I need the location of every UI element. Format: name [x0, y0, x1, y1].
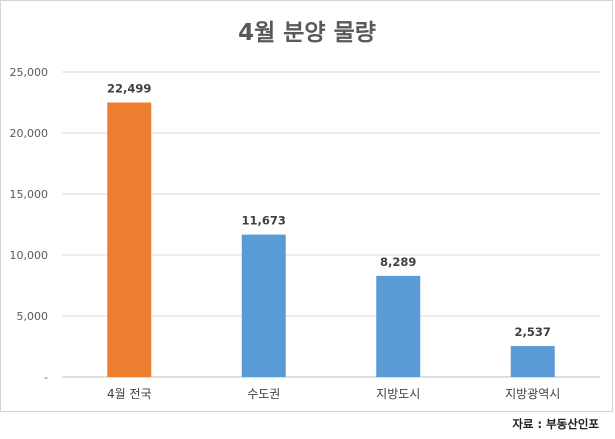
y-tick-label: 20,000	[10, 127, 49, 140]
data-label: 2,537	[515, 325, 551, 339]
gridlines	[62, 71, 600, 378]
bar	[376, 275, 421, 377]
y-tick-label: 10,000	[10, 249, 49, 262]
category-label: 지방도시	[376, 387, 420, 401]
bar	[510, 346, 555, 377]
chart-frame	[0, 0, 613, 412]
data-label: 11,673	[242, 214, 286, 228]
y-tick-label: 5,000	[17, 310, 49, 323]
bar	[241, 234, 286, 377]
bar-chart: 4월 분양 물량 -5,00010,00015,00020,00025,000 …	[10, 20, 600, 401]
y-axis: - 5,000 10,000 15,000 20,000 25,000	[10, 66, 49, 384]
data-labels: 22,499 11,673 8,289 2,537	[107, 82, 551, 340]
y-tick-label: -	[44, 371, 48, 384]
category-label: 지방광역시	[505, 387, 560, 401]
category-label: 수도권	[247, 387, 280, 401]
data-label: 8,289	[380, 255, 416, 269]
source-note: 자료 : 부동산인포	[512, 417, 599, 431]
category-label: 4월 전국	[107, 387, 152, 401]
chart-title: 4월 분양 물량	[238, 20, 376, 46]
bars	[107, 102, 555, 377]
bar	[107, 102, 152, 377]
y-tick-label: 25,000	[10, 66, 49, 79]
x-axis: 4월 전국 수도권 지방도시 지방광역시	[107, 387, 560, 401]
y-tick-label: 15,000	[10, 188, 49, 201]
data-label: 22,499	[107, 82, 151, 96]
